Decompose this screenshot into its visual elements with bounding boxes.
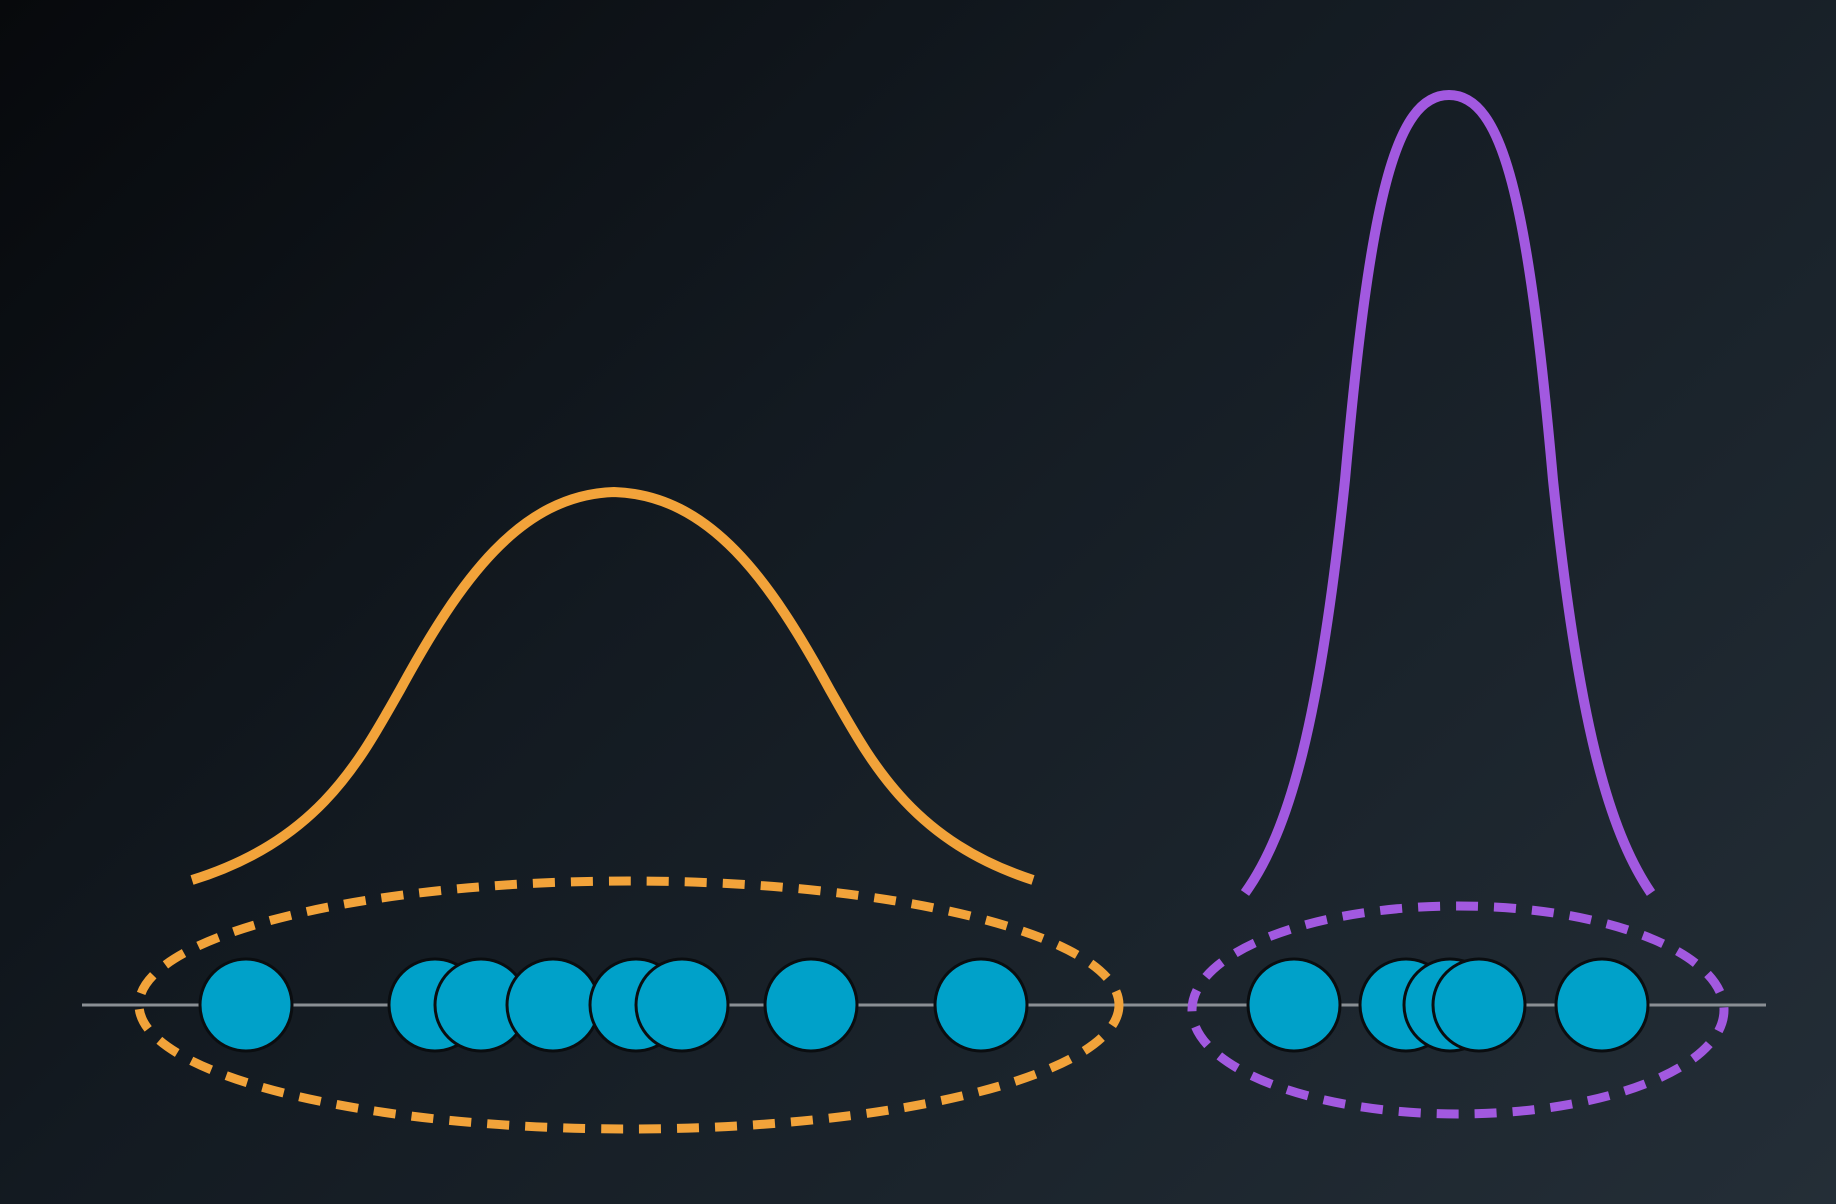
data-point xyxy=(634,957,730,1053)
narrow-group-dashed-ellipse xyxy=(1187,901,1729,1119)
narrow-group-points xyxy=(1246,957,1650,1053)
wide-group-dashed-ellipse xyxy=(134,876,1124,1134)
data-point xyxy=(505,957,601,1053)
wide-group xyxy=(134,486,1124,1134)
data-point xyxy=(763,957,859,1053)
wide-gaussian-curve xyxy=(190,486,1035,885)
data-point xyxy=(1554,957,1650,1053)
data-point xyxy=(1431,957,1527,1053)
data-point xyxy=(933,957,1029,1053)
wide-group-points xyxy=(198,957,1029,1053)
data-point xyxy=(1246,957,1342,1053)
narrow-group xyxy=(1187,89,1729,1119)
narrow-gaussian-curve xyxy=(1240,89,1656,896)
data-point xyxy=(198,957,294,1053)
